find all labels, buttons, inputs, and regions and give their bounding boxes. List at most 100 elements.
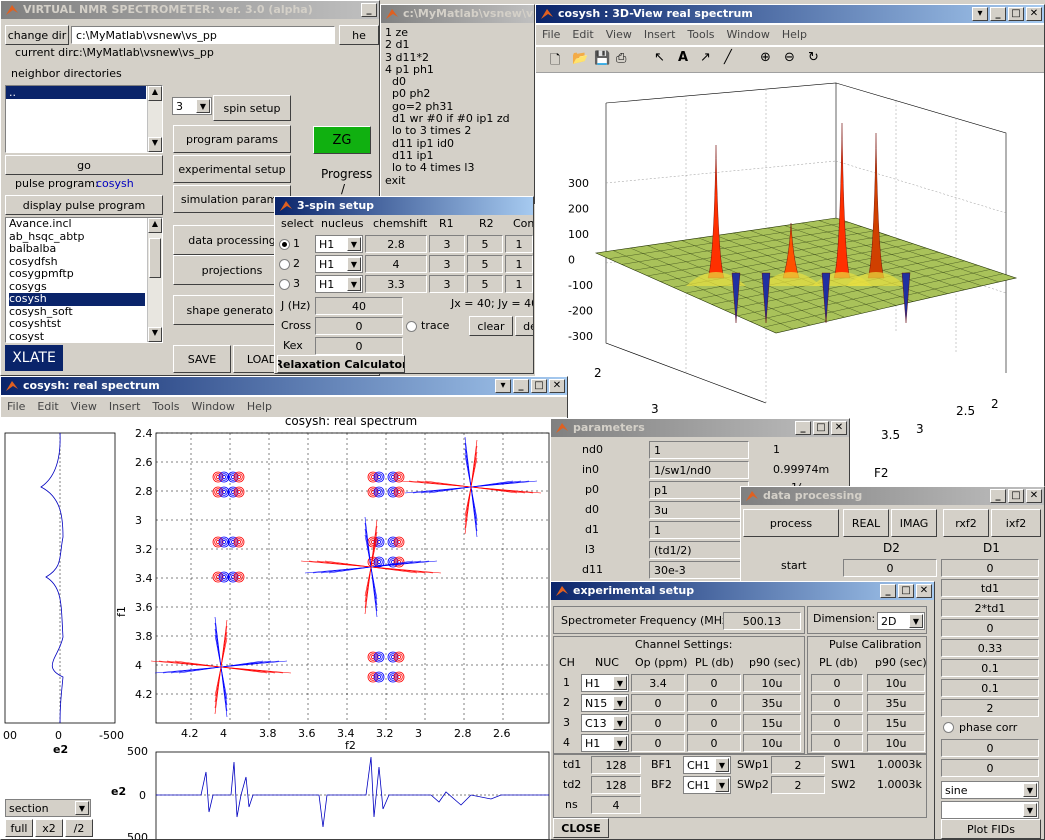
menu-tools[interactable]: Tools <box>687 28 715 41</box>
program-item[interactable]: cosyst <box>9 329 45 343</box>
exp-title-bar[interactable]: experimental setup _ □ ✕ <box>551 582 934 600</box>
full-button[interactable]: full <box>5 819 33 837</box>
real-dock-button[interactable]: ▾ <box>495 379 511 393</box>
he-button[interactable]: he <box>339 25 379 45</box>
channel-nucleus-select[interactable]: H1 ▼ <box>581 674 629 692</box>
channel-p90-field[interactable]: 10u <box>743 674 801 692</box>
xlate-button[interactable]: XLATE <box>5 345 63 371</box>
params-maximize-button[interactable]: □ <box>813 421 829 435</box>
view3d-minimize-button[interactable]: _ <box>990 7 1006 21</box>
d1-param-field[interactable]: 2*td1 <box>941 599 1039 617</box>
program-list[interactable]: Avance.incl ab_hsqc_abtp balbalba cosydfsh c… <box>5 217 163 343</box>
spin-cons-field[interactable]: 1 <box>505 235 533 253</box>
bf2-select[interactable]: CH1 ▼ <box>683 776 731 794</box>
text-icon[interactable]: A <box>678 50 689 65</box>
spin-title-bar[interactable]: 3-spin setup <box>275 197 533 215</box>
menu-file[interactable]: File <box>7 400 26 413</box>
cal-p90-field[interactable]: 35u <box>867 694 925 712</box>
zoom-in-icon[interactable]: ⊕ <box>760 50 771 65</box>
spin-r2-field[interactable]: 5 <box>467 255 503 273</box>
pp-text-area[interactable]: 1 ze 2 d1 3 d11*2 4 p1 ph1 d0 p0 ph2 go=2 p… <box>383 26 532 201</box>
d1-param-field[interactable]: 0 <box>941 739 1039 757</box>
param-value-field[interactable]: (td1/2) <box>649 541 749 559</box>
spin-chemshift-field[interactable]: 3.3 <box>365 275 427 293</box>
menu-edit[interactable]: Edit <box>37 400 59 413</box>
d1-param-field[interactable]: 0.1 <box>941 659 1039 677</box>
dp-extra-select[interactable]: ▼ <box>941 801 1039 819</box>
spin-nucleus-select[interactable]: H1 ▼ <box>315 235 363 253</box>
d1-param-field[interactable]: 0 <box>941 559 1039 577</box>
view3d-maximize-button[interactable]: □ <box>1008 7 1024 21</box>
real-minimize-button[interactable]: _ <box>513 379 529 393</box>
ns-field[interactable]: 4 <box>591 796 641 814</box>
spin-nucleus-select[interactable]: H1 ▼ <box>315 255 363 273</box>
data-processing-button[interactable]: data processing <box>173 225 291 255</box>
spin-r1-field[interactable]: 3 <box>429 235 465 253</box>
dp-maximize-button[interactable]: □ <box>1008 489 1024 503</box>
section-select[interactable]: section ▼ <box>5 799 91 817</box>
spin-count-select[interactable]: 3 ▼ <box>172 97 212 115</box>
surface-plot[interactable]: 300 200 100 0 -100 -200 -300 2 3 2 2.5 3 3.5 F2 <box>536 73 1045 493</box>
pp-title-bar[interactable]: c:\MyMatlab\vsnew\vs <box>381 5 534 23</box>
sf-field[interactable]: 500.13 <box>723 612 801 630</box>
param-value-field[interactable]: p1 <box>649 481 749 499</box>
go-button[interactable]: go <box>5 155 163 175</box>
d1-param-field[interactable]: 0.33 <box>941 639 1039 657</box>
channel-nucleus-select[interactable]: N15 ▼ <box>581 694 629 712</box>
channel-nucleus-select[interactable]: C13 ▼ <box>581 714 629 732</box>
swp1-field[interactable]: 2 <box>771 756 825 774</box>
process-button[interactable]: process <box>743 509 839 537</box>
params-close-button[interactable]: ✕ <box>831 421 847 435</box>
param-value-field[interactable]: 1/sw1/nd0 <box>649 461 749 479</box>
spin-cons-field[interactable]: 1 <box>505 275 533 293</box>
neighbor-scrollbar[interactable]: ▲ ▼ <box>147 86 162 152</box>
dimension-select[interactable]: 2D ▼ <box>877 612 925 630</box>
spin-r2-field[interactable]: 5 <box>467 235 503 253</box>
spin-chemshift-field[interactable]: 4 <box>365 255 427 273</box>
menu-window[interactable]: Window <box>726 28 770 41</box>
d1-param-field[interactable]: 0.1 <box>941 679 1039 697</box>
program-item[interactable]: cosygs <box>9 279 47 293</box>
channel-pl-field[interactable]: 0 <box>687 694 741 712</box>
channel-op-field[interactable]: 0 <box>631 714 685 732</box>
exp-close-button[interactable]: ✕ <box>916 584 932 598</box>
save-icon[interactable]: 💾 <box>594 51 611 66</box>
cal-pl-field[interactable]: 0 <box>811 694 863 712</box>
menu-tools[interactable]: Tools <box>152 400 180 413</box>
program-item[interactable]: cosysh <box>9 292 145 306</box>
channel-op-field[interactable]: 0 <box>631 694 685 712</box>
neighbor-item[interactable]: .. <box>6 86 146 99</box>
open-icon[interactable]: 📂 <box>572 51 589 66</box>
shape-generator-button[interactable]: shape generator <box>173 295 291 325</box>
print-icon[interactable]: ⎙ <box>616 51 627 66</box>
real-maximize-button[interactable]: □ <box>531 379 547 393</box>
params-title-bar[interactable]: parameters _ □ ✕ <box>551 419 849 437</box>
contour-plot[interactable]: cosysh: real spectrum 00 0 -500 e2 2.42.62… <box>1 417 568 840</box>
window-function-select[interactable]: sine ▼ <box>941 781 1039 799</box>
menu-edit[interactable]: Edit <box>572 28 594 41</box>
view3d-close-button[interactable]: ✕ <box>1026 7 1042 21</box>
program-item[interactable]: cosygpmftp <box>9 267 74 280</box>
half-button[interactable]: /2 <box>65 819 93 837</box>
spin-select-radio[interactable] <box>279 239 290 250</box>
close-button[interactable]: CLOSE <box>553 818 609 838</box>
program-scrollbar[interactable]: ▲ ▼ <box>147 218 162 342</box>
program-params-button[interactable]: program params <box>173 125 291 153</box>
change-dir-button[interactable]: change dir <box>5 25 69 45</box>
display-pulse-program-button[interactable]: display pulse program <box>5 195 163 215</box>
line-icon[interactable]: ╱ <box>724 50 732 65</box>
main-title-bar[interactable]: VIRTUAL NMR SPECTROMETER: ver. 3.0 (alph… <box>1 1 379 19</box>
spin-select-radio[interactable] <box>279 279 290 290</box>
cal-pl-field[interactable]: 0 <box>811 714 863 732</box>
exp-maximize-button[interactable]: □ <box>898 584 914 598</box>
real-title-bar[interactable]: cosysh: real spectrum ▾ _ □ ✕ <box>1 377 567 395</box>
rotate-icon[interactable]: ↻ <box>808 50 819 65</box>
zoom-out-icon[interactable]: ⊖ <box>784 50 795 65</box>
param-value-field[interactable]: 30e-3 <box>649 561 749 579</box>
menu-view[interactable]: View <box>70 400 97 413</box>
clear-button[interactable]: clear <box>469 316 513 336</box>
x2-button[interactable]: x2 <box>35 819 63 837</box>
spin-r2-field[interactable]: 5 <box>467 275 503 293</box>
arrow-icon[interactable]: ↖ <box>654 50 665 65</box>
channel-p90-field[interactable]: 35u <box>743 694 801 712</box>
